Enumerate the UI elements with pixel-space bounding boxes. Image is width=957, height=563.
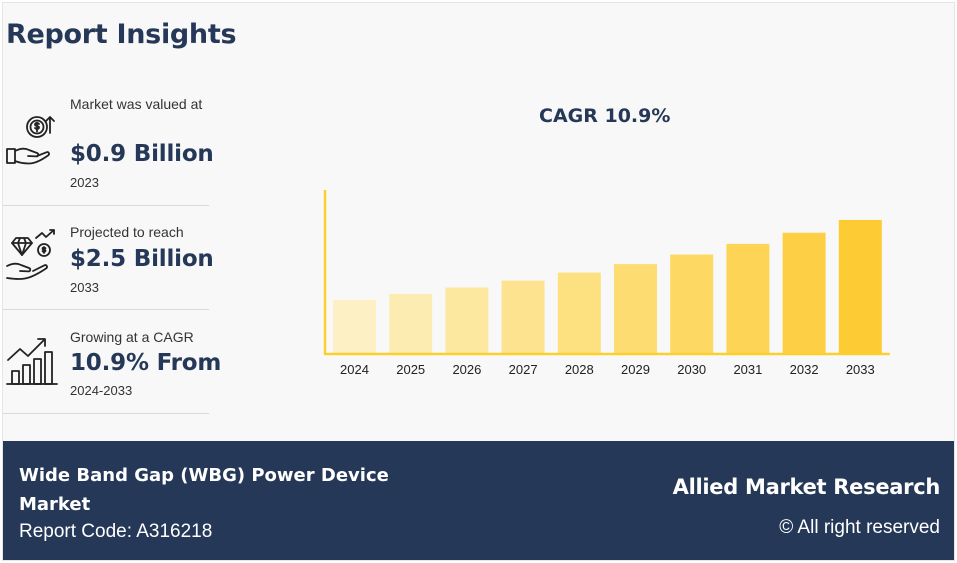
growth-chart-icon [6,338,58,385]
x-tick-label: 2032 [790,362,819,377]
bar-2028 [557,272,601,353]
bar-chart: 2024 2025 2026 2027 2028 2029 2030 2031 2032 2033 [323,190,890,377]
stat-projected-value: Projected to reach $2.5 Billion 2033 [3,206,214,310]
x-tick-label: 2024 [340,362,369,377]
x-tick-label: 2029 [621,362,650,377]
stat-value: $2.5 Billion [70,246,214,272]
stat-market-value: Market was valued at $0.9 Billion 2023 [3,89,214,206]
stat-value: $0.9 Billion [70,141,214,167]
money-hand-icon [6,116,55,165]
brand-name: Allied Market Research [672,475,941,499]
x-tick-label: 2027 [509,362,538,377]
copyright-text: © All right reserved [779,517,940,538]
bar-2031 [726,243,770,353]
bar-2025 [389,293,433,353]
bar-2027 [501,280,545,353]
page-title: Report Insights [6,19,237,50]
diamond-hand-icon [6,229,55,280]
stat-year: 2024-2033 [70,383,133,398]
stat-year: 2023 [70,175,99,190]
bar-2033 [838,219,882,353]
stat-value: 10.9% From [70,350,222,376]
x-tick-label: 2028 [565,362,594,377]
bar-2026 [445,287,489,353]
footer-banner: Wide Band Gap (WBG) Power Device Market … [3,441,954,560]
x-tick-label: 2033 [846,362,875,377]
x-tick-label: 2026 [452,362,481,377]
stat-label: Market was valued at [70,96,203,112]
report-code: Report Code: A316218 [19,521,213,542]
stat-cagr: Growing at a CAGR 10.9% From 2024-2033 [3,310,221,414]
bar-2030 [670,254,714,353]
stat-label: Projected to reach [70,224,184,240]
x-tick-label: 2031 [733,362,762,377]
stat-year: 2033 [70,280,99,295]
market-name: Wide Band Gap (WBG) Power Device Market [19,465,389,515]
chart-title: CAGR 10.9% [539,105,671,127]
stat-label: Growing at a CAGR [70,329,194,345]
bar-2029 [614,264,657,353]
x-tick-label: 2030 [677,362,706,377]
x-tick-label: 2025 [396,362,425,377]
bar-2032 [782,232,826,353]
bar-2024 [333,299,376,353]
